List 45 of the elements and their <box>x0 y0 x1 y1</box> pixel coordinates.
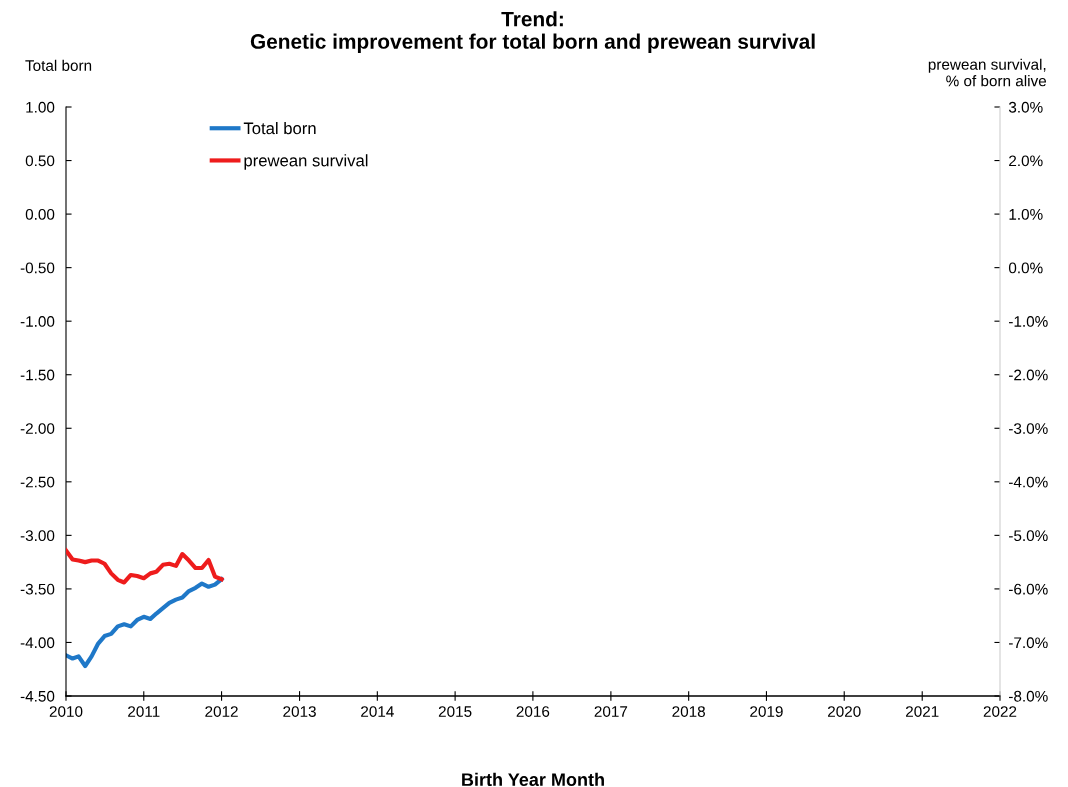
x-tick-label: 2010 <box>49 706 83 717</box>
line-series <box>66 577 224 669</box>
x-tick-label: 2014 <box>361 706 394 717</box>
y-tick-label: -2.00 <box>20 423 55 434</box>
x-tick-label: 2012 <box>205 706 238 717</box>
y2-axis-title: prewean survival, % of born alive <box>928 58 1047 87</box>
y-tick-label: -4.50 <box>20 690 55 702</box>
y-tick-label: -1.00 <box>20 316 55 327</box>
x-tick-label: 2022 <box>983 706 1017 717</box>
y-tick-label: 0.50 <box>25 155 55 167</box>
chart-title: Trend: Genetic improvement for total born and prewean survival <box>250 11 815 53</box>
x-tick-label: 2015 <box>438 706 472 717</box>
y2-tick-label: 3.0% <box>1008 101 1043 113</box>
y-tick-label: 0.00 <box>25 208 55 220</box>
y-tick-label: -0.50 <box>20 262 55 274</box>
y2-tick-label: -6.0% <box>1009 583 1048 595</box>
y2-tick-label: -3.0% <box>1009 423 1048 434</box>
y2-tick-label: -8.0% <box>1009 690 1048 702</box>
y-tick-label: 1.00 <box>26 101 55 113</box>
x-tick-label: 2017 <box>594 706 628 717</box>
line-series <box>66 548 224 585</box>
y2-tick-label: 2.0% <box>1009 155 1043 167</box>
y-tick-label: -1.50 <box>20 369 55 381</box>
y-tick-label: -2.50 <box>20 476 55 488</box>
y-tick-label: -4.00 <box>20 637 55 649</box>
x-tick-label: 2018 <box>672 706 705 717</box>
y2-tick-label: 0.0% <box>1008 262 1043 274</box>
y-tick-label: -3.00 <box>20 530 55 542</box>
y-axis-title: Total born <box>25 59 92 71</box>
y2-tick-label: -2.0% <box>1009 369 1048 381</box>
y2-tick-label: -1.0% <box>1009 316 1048 327</box>
x-tick-label: 2011 <box>128 706 160 717</box>
x-tick-label: 2013 <box>283 706 316 717</box>
x-tick-label: 2019 <box>750 706 783 717</box>
y2-tick-label: -7.0% <box>1009 637 1048 649</box>
legend-label: prewean survival <box>244 154 368 170</box>
x-tick-label: 2016 <box>516 706 550 717</box>
x-tick-label: 2021 <box>906 706 939 717</box>
y2-tick-label: -5.0% <box>1009 530 1048 542</box>
y2-tick-label: -4.0% <box>1009 476 1048 488</box>
x-tick-label: 2020 <box>828 706 861 717</box>
x-axis-title: Birth Year Month <box>462 772 604 786</box>
legend-label: Total born <box>243 122 316 135</box>
y2-tick-label: 1.0% <box>1009 208 1043 220</box>
y-tick-label: -3.50 <box>20 583 55 595</box>
